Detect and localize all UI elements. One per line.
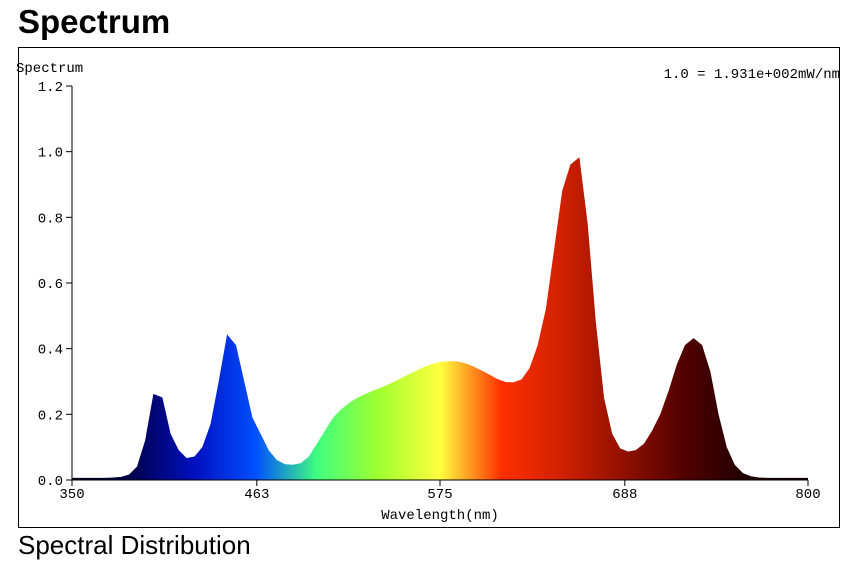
spectrum-line <box>72 157 808 479</box>
y-tick-label: 0.8 <box>38 211 63 227</box>
x-tick-label: 575 <box>427 487 452 503</box>
x-tick-label: 800 <box>795 487 820 503</box>
y-axis-label: Spectrum <box>16 61 83 77</box>
page-title: Spectrum <box>18 3 170 40</box>
area-fill <box>72 158 808 481</box>
x-tick-label: 688 <box>612 487 637 503</box>
chart-frame <box>18 47 840 528</box>
y-tick-label: 1.2 <box>38 80 63 96</box>
y-tick-label: 0.2 <box>38 408 63 424</box>
y-tick-label: 0.4 <box>38 343 63 359</box>
caption: Spectral Distribution <box>18 530 251 560</box>
x-tick-label: 350 <box>59 487 84 503</box>
x-axis-label: Wavelength(nm) <box>381 508 499 524</box>
x-tick-label: 463 <box>244 487 269 503</box>
y-tick-label: 0.0 <box>38 474 63 490</box>
y-tick-label: 1.0 <box>38 146 63 162</box>
annotation: 1.0 = 1.931e+002mW/nm <box>664 67 840 83</box>
y-tick-label: 0.6 <box>38 277 63 293</box>
